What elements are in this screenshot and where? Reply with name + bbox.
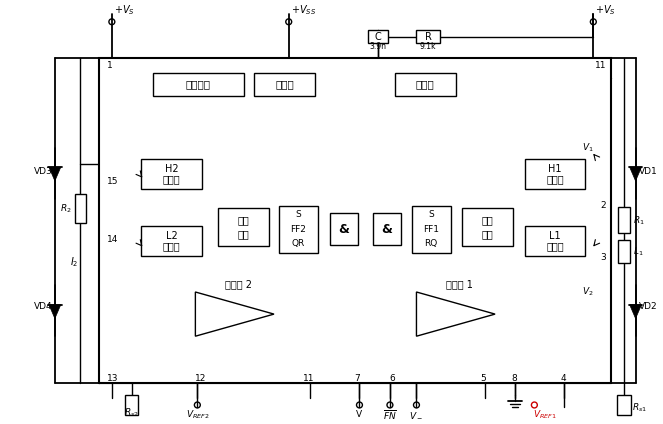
Text: 4: 4 (561, 374, 567, 383)
Text: $R_2$: $R_2$ (60, 202, 72, 215)
Text: 6: 6 (389, 374, 394, 383)
Text: S: S (428, 210, 434, 220)
Text: VD4: VD4 (34, 302, 53, 311)
Text: 稳压器: 稳压器 (275, 80, 294, 89)
Text: +$V_S$: +$V_S$ (595, 3, 616, 17)
Polygon shape (49, 167, 61, 181)
Polygon shape (630, 305, 642, 318)
Text: $V_2$: $V_2$ (581, 286, 593, 298)
Polygon shape (49, 305, 61, 318)
Text: 11: 11 (302, 374, 314, 383)
Bar (369, 30, 388, 43)
Text: 11: 11 (595, 61, 606, 70)
Bar (125, 395, 139, 415)
Polygon shape (630, 167, 642, 181)
Text: 逻辑: 逻辑 (481, 215, 493, 226)
Text: $\overline{FN}$: $\overline{FN}$ (383, 408, 397, 422)
Text: 过热关断: 过热关断 (186, 80, 211, 89)
Text: VD1: VD1 (638, 167, 657, 176)
Bar (141, 159, 202, 189)
Text: $R_1$: $R_1$ (633, 214, 644, 226)
Text: 9.1k: 9.1k (420, 42, 436, 51)
Bar (153, 73, 243, 96)
Text: 驱动器: 驱动器 (163, 174, 180, 184)
Bar (618, 206, 630, 233)
Text: 12: 12 (195, 374, 206, 383)
Text: $R_{s1}$: $R_{s1}$ (632, 402, 646, 414)
Text: FF1: FF1 (423, 225, 439, 234)
Text: &: & (338, 223, 349, 236)
Bar (524, 159, 585, 189)
Bar (218, 209, 269, 246)
Text: 比较器 1: 比较器 1 (446, 279, 473, 289)
Text: $V_{REF1}$: $V_{REF1}$ (533, 409, 557, 421)
Text: H1: H1 (548, 164, 562, 174)
Text: 驱动器: 驱动器 (546, 174, 564, 184)
Text: VD3: VD3 (34, 167, 53, 176)
Text: C: C (375, 31, 381, 42)
Text: 电路: 电路 (237, 229, 249, 239)
Bar (412, 206, 451, 253)
Text: FF2: FF2 (290, 225, 306, 234)
Text: 7: 7 (355, 374, 361, 383)
Text: $L_1$: $L_1$ (633, 245, 643, 258)
Text: 14: 14 (107, 235, 118, 244)
Bar (416, 30, 440, 43)
Bar (618, 240, 630, 262)
Text: $R_{s2}$: $R_{s2}$ (124, 407, 139, 419)
Bar (74, 194, 86, 223)
Text: L2: L2 (166, 231, 178, 240)
Bar (99, 58, 611, 383)
Text: RQ: RQ (424, 239, 438, 248)
Text: $V_-$: $V_-$ (410, 410, 424, 420)
Text: &: & (381, 223, 392, 236)
Text: $V_1$: $V_1$ (581, 141, 593, 154)
Text: 2: 2 (601, 201, 606, 210)
Text: R: R (425, 31, 432, 42)
Text: $V_{REF2}$: $V_{REF2}$ (186, 409, 209, 421)
Bar (255, 73, 315, 96)
Text: 13: 13 (107, 374, 119, 383)
Text: V: V (357, 410, 363, 419)
Text: 比较器 2: 比较器 2 (225, 279, 252, 289)
Text: 3: 3 (600, 253, 606, 262)
Text: 1: 1 (107, 61, 113, 70)
Text: 驱动器: 驱动器 (546, 241, 564, 251)
Text: 3.9n: 3.9n (370, 42, 387, 51)
Text: S: S (296, 210, 302, 220)
Bar (395, 73, 455, 96)
Text: L1: L1 (549, 231, 561, 240)
Text: 驱动器: 驱动器 (163, 241, 180, 251)
Bar (524, 226, 585, 256)
Text: +$V_S$: +$V_S$ (114, 3, 135, 17)
Text: 8: 8 (512, 374, 518, 383)
Bar (279, 206, 318, 253)
Bar (373, 213, 400, 245)
Text: QR: QR (292, 239, 305, 248)
Text: 电路: 电路 (481, 229, 493, 239)
Bar (461, 209, 512, 246)
Text: 15: 15 (107, 177, 119, 187)
Text: 振荡器: 振荡器 (416, 80, 435, 89)
Bar (617, 395, 631, 415)
Text: VD2: VD2 (638, 302, 657, 311)
Text: $I_2$: $I_2$ (70, 256, 78, 269)
Bar (141, 226, 202, 256)
Text: 5: 5 (481, 374, 486, 383)
Bar (330, 213, 357, 245)
Text: H2: H2 (165, 164, 178, 174)
Text: +$V_{SS}$: +$V_{SS}$ (290, 3, 316, 17)
Text: 逻辑: 逻辑 (237, 215, 249, 226)
